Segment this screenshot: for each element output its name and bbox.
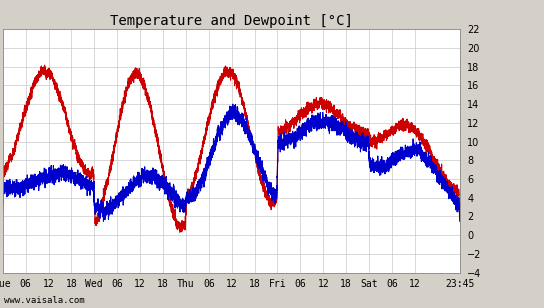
Text: www.vaisala.com: www.vaisala.com [4,296,85,305]
Title: Temperature and Dewpoint [°C]: Temperature and Dewpoint [°C] [110,14,353,28]
